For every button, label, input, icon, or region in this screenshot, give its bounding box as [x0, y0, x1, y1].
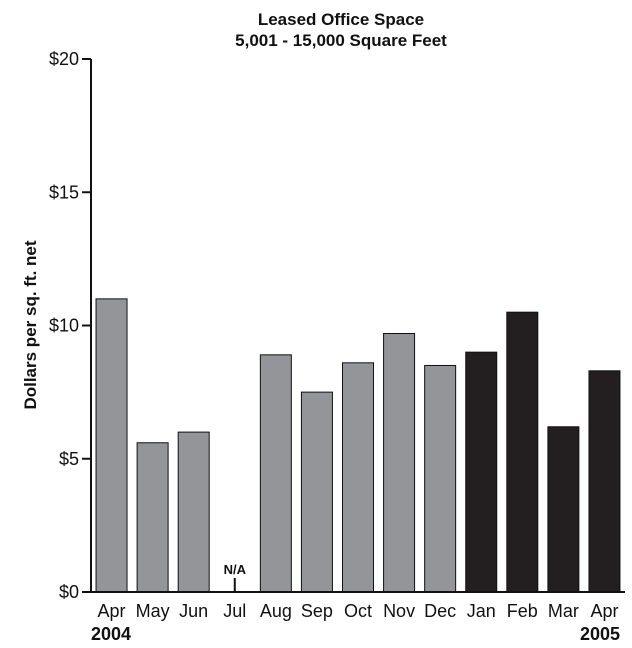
- bar-6: [300, 391, 333, 593]
- x-tick-label: Nov: [383, 601, 415, 621]
- y-tick-label: $15: [49, 182, 79, 202]
- y-axis-label: Dollars per sq. ft. net: [21, 240, 40, 409]
- y-tick-label: $20: [49, 49, 79, 69]
- x-tick-label: Jun: [179, 601, 208, 621]
- y-tick-label: $5: [59, 449, 79, 469]
- x-axis: Apr May Jun N/A Jul Aug Sep Oct Nov Dec Jan Feb Mar A…: [91, 562, 625, 621]
- bar-13: [588, 370, 621, 593]
- bar-9: [424, 364, 457, 593]
- y-tick-label: $0: [59, 582, 79, 602]
- x-tick-label: Apr: [590, 601, 618, 621]
- x-tick-label: Sep: [301, 601, 333, 621]
- x-tick-label: Aug: [260, 601, 292, 621]
- na-label: N/A: [224, 562, 247, 577]
- bars-group: [95, 298, 621, 593]
- x-tick-label: May: [136, 601, 170, 621]
- x-tick-label: Feb: [507, 601, 538, 621]
- x-tick-label: Apr: [98, 601, 126, 621]
- y-tick-label: $10: [49, 316, 79, 336]
- bar-10: [465, 351, 498, 593]
- chart-subtitle: 5,001 - 15,000 Square Feet: [235, 31, 447, 50]
- x-tick-label: Jan: [467, 601, 496, 621]
- bar-8: [383, 332, 416, 593]
- year-label-start: 2004: [91, 624, 131, 644]
- x-tick-label: Dec: [424, 601, 456, 621]
- bar-2: [136, 442, 169, 593]
- bar-1: [95, 298, 128, 593]
- bar-5: [259, 354, 292, 593]
- chart-title: Leased Office Space: [258, 10, 424, 29]
- x-tick-label: Jul: [223, 601, 246, 621]
- bar-12: [547, 426, 580, 593]
- bar-3: [177, 431, 210, 593]
- bar-7: [342, 362, 374, 593]
- y-axis: $0 $5 $10 $15 $20: [49, 49, 92, 602]
- x-tick-label: Oct: [344, 601, 372, 621]
- year-label-end: 2005: [580, 624, 620, 644]
- x-tick-label: Mar: [548, 601, 579, 621]
- bar-11: [506, 311, 539, 593]
